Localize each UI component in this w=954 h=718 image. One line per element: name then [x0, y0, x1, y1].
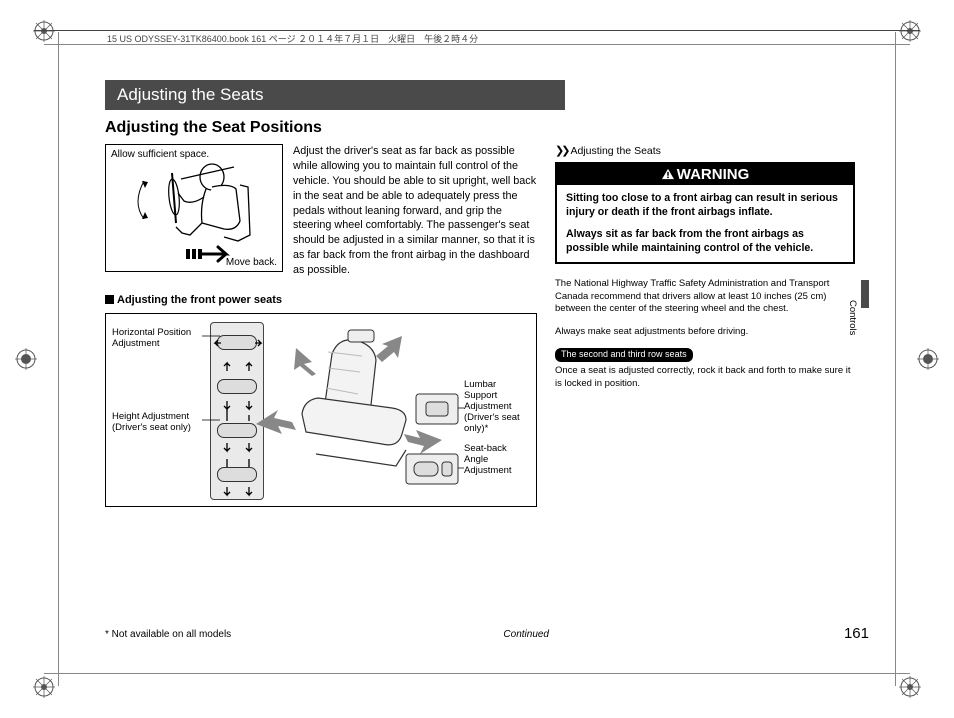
square-bullet-icon — [105, 295, 114, 304]
warning-paragraph: Always sit as far back from the front ai… — [566, 228, 844, 255]
crop-mark — [917, 348, 939, 370]
page-number: 161 — [844, 625, 869, 642]
power-seat-diagram: Horizontal Position Adjustment Height Ad… — [105, 313, 537, 507]
seat-position-diagram: Allow sufficient space. Move back. — [105, 144, 283, 272]
right-column: ❯❯Adjusting the Seats WARNING Sitting to… — [555, 144, 855, 507]
crop-mark — [33, 676, 55, 698]
section-title-bar: Adjusting the Seats — [105, 80, 565, 110]
warning-triangle-icon — [661, 168, 675, 180]
note-paragraph: Always make seat adjustments before driv… — [555, 326, 855, 339]
notes-block: The National Highway Traffic Safety Admi… — [555, 278, 855, 390]
subsection-heading: Adjusting the Seat Positions — [105, 119, 869, 137]
header-rule — [34, 30, 920, 31]
warning-body: Sitting too close to a front airbag can … — [557, 185, 853, 262]
note-paragraph: The National Highway Traffic Safety Admi… — [555, 278, 855, 316]
warning-paragraph: Sitting too close to a front airbag can … — [566, 192, 844, 219]
side-section-label: Controls — [847, 300, 858, 335]
ref-heading: ❯❯Adjusting the Seats — [555, 144, 855, 157]
note-paragraph: Once a seat is adjusted correctly, rock … — [555, 365, 855, 390]
label-horizontal: Horizontal Position Adjustment — [112, 328, 204, 350]
note-tag: The second and third row seats — [555, 348, 693, 362]
label-height: Height Adjustment (Driver's seat only) — [112, 412, 204, 434]
switch-arrows-icon — [211, 323, 265, 501]
subheading-power-seats: Adjusting the front power seats — [105, 294, 537, 306]
header-text: 15 US ODYSSEY-31TK86400.book 161 ページ ２０１… — [107, 32, 478, 45]
warning-box: WARNING Sitting too close to a front air… — [555, 162, 855, 264]
crop-mark — [899, 676, 921, 698]
chevron-icon: ❯❯ — [555, 145, 567, 157]
seat-figure-icon — [106, 145, 282, 271]
body-paragraph: Adjust the driver's seat as far back as … — [293, 144, 537, 278]
label-seatback: Seat-back Angle Adjustment — [464, 444, 532, 477]
footnote: * Not available on all models — [105, 629, 231, 640]
ref-heading-text: Adjusting the Seats — [570, 145, 660, 157]
switch-panel — [210, 322, 264, 500]
warning-title: WARNING — [557, 164, 853, 185]
label-lumbar: Lumbar Support Adjustment (Driver's seat… — [464, 380, 532, 435]
side-tab — [861, 280, 869, 308]
continued-label: Continued — [503, 629, 549, 640]
subheading-text: Adjusting the front power seats — [117, 294, 282, 306]
left-column: Allow sufficient space. Move back. — [105, 144, 537, 507]
crop-mark — [899, 20, 921, 42]
crop-mark — [33, 20, 55, 42]
crop-mark — [15, 348, 37, 370]
